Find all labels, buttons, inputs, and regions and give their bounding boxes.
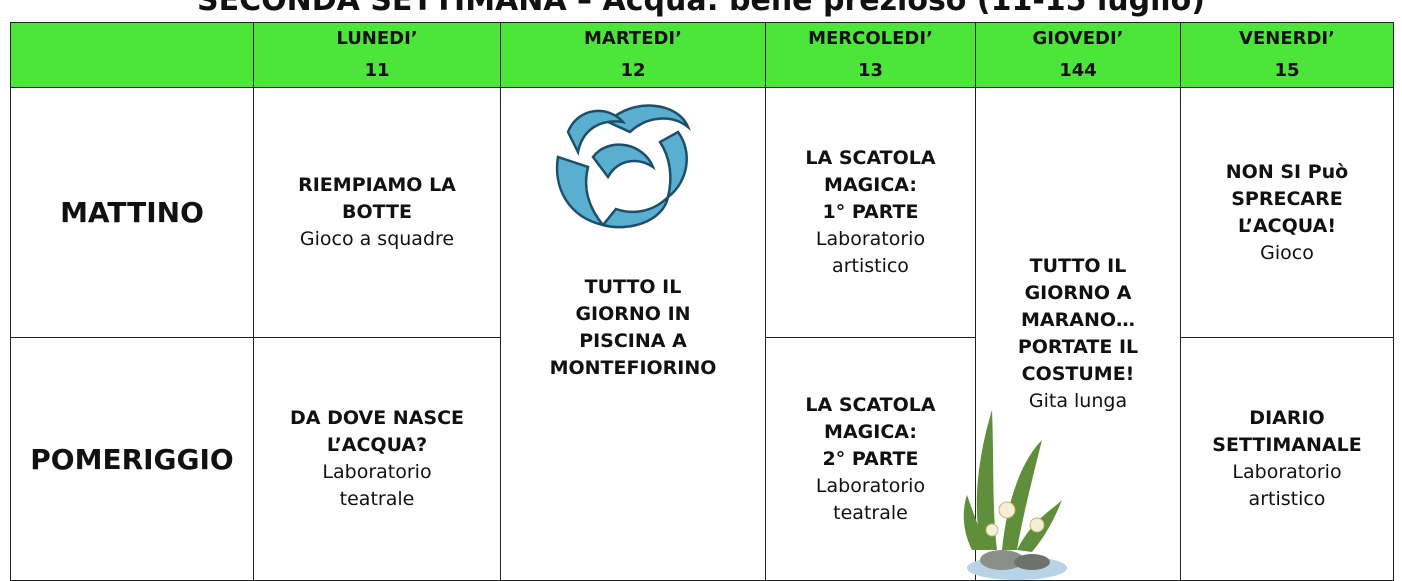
activity-title-line: PORTATE IL: [1017, 336, 1139, 358]
activity-title-line: MONTEFIORINO: [549, 357, 717, 379]
day-name: GIOVEDI’: [1032, 28, 1124, 49]
activity-note-line: artistico: [1248, 488, 1326, 510]
activity-note-line: Laboratorio: [1232, 461, 1342, 483]
day-name: MERCOLEDI’: [808, 28, 933, 49]
day-date: 12: [620, 60, 646, 81]
activity-title-line: L’ACQUA?: [326, 434, 428, 456]
activity-title-line: BOTTE: [342, 201, 412, 223]
activity-title-line: PISCINA A: [579, 330, 687, 352]
day-name: LUNEDI’: [336, 28, 418, 49]
day-name: VENERDI’: [1239, 28, 1335, 49]
activity-title-line: LA SCATOLA: [805, 393, 936, 416]
activity-title-line: 1° PARTE: [822, 201, 919, 223]
day-date: 11: [364, 60, 390, 81]
activity-title-line: TUTTO IL: [584, 276, 682, 298]
activity-cell: NON SI Può SPRECARE L’ACQUA! Gioco: [1180, 87, 1394, 338]
header-cell: MARTEDI’ 12: [500, 22, 766, 88]
activity-title-line: RIEMPIAMO LA: [298, 174, 456, 196]
activity-title-line: DIARIO: [1249, 407, 1325, 429]
activity-cell: DA DOVE NASCE L’ACQUA? Laboratorio teatrale: [253, 337, 501, 581]
activity-note-line: Gita lunga: [1028, 390, 1128, 412]
schedule-table: LUNEDI’ 11 MARTEDI’ 12 MERCOLEDI’ 13 GIOVEDI’ 1…: [10, 22, 1394, 581]
activity-cell: TUTTO IL GIORNO A MARANO… PORTATE IL COSTUME…: [975, 87, 1181, 581]
day-date: 15: [1274, 60, 1300, 81]
activity-note-line: artistico: [832, 255, 909, 277]
activity-title-line: TUTTO IL: [1029, 255, 1127, 277]
activity-cell: LA SCATOLA MAGICA: 2° PARTE Laboratorio teat…: [765, 337, 976, 581]
activity-title-line: GIORNO A: [1024, 282, 1132, 304]
day-name: MARTEDI’: [584, 28, 682, 49]
activity-title-line: DA DOVE NASCE: [289, 407, 464, 429]
day-date: 144: [1059, 60, 1097, 81]
activity-title-line: SETTIMANALE: [1212, 434, 1362, 456]
activity-title-line: L’ACQUA!: [1238, 214, 1336, 237]
schedule-row: POMERIGGIO DA DOVE NASCE L’ACQUA? Laborator…: [10, 337, 1394, 581]
header-cell: VENERDI’ 15: [1180, 22, 1394, 88]
activity-note-line: teatrale: [833, 501, 908, 524]
activity-note-line: Laboratorio: [815, 228, 926, 250]
schedule-row: MATTINO RIEMPIAMO LA BOTTE Gioco a squadre T…: [10, 87, 1394, 581]
page-title: SECONDA SETTIMANA – Acqua: bene prezioso…: [197, 0, 1205, 18]
activity-title-line: NON SI Può: [1225, 160, 1349, 183]
activity-title-line: COSTUME!: [1021, 363, 1135, 385]
activity-title-line: 2° PARTE: [822, 447, 919, 470]
header-cell: GIOVEDI’ 144: [975, 22, 1181, 88]
activity-note-line: Gioco a squadre: [299, 228, 455, 250]
header-cell: MERCOLEDI’ 13: [765, 22, 976, 88]
row-label: POMERIGGIO: [10, 337, 254, 581]
activity-title-line: MAGICA:: [824, 174, 917, 196]
row-label: MATTINO: [10, 87, 254, 338]
header-row: LUNEDI’ 11 MARTEDI’ 12 MERCOLEDI’ 13 GIOVEDI’ 1…: [10, 22, 1394, 88]
day-date: 13: [857, 60, 884, 81]
activity-title-line: SPRECARE: [1231, 187, 1343, 210]
activity-note-line: Gioco: [1260, 241, 1314, 264]
header-corner: [10, 22, 254, 88]
activity-note-line: teatrale: [339, 488, 415, 510]
activity-cell: RIEMPIAMO LA BOTTE Gioco a squadre: [253, 87, 501, 338]
activity-note-line: Laboratorio: [322, 461, 432, 483]
activity-title-line: LA SCATOLA: [805, 147, 936, 169]
activity-title-line: MAGICA:: [824, 420, 917, 443]
activity-note-line: Laboratorio: [815, 474, 926, 497]
header-cell: LUNEDI’ 11: [253, 22, 501, 88]
activity-title-line: GIORNO IN: [575, 303, 691, 325]
activity-title-line: MARANO…: [1021, 309, 1135, 331]
activity-cell: LA SCATOLA MAGICA: 1° PARTE Laboratorio arti…: [765, 87, 976, 338]
activity-cell: DIARIO SETTIMANALE Laboratorio artistico: [1180, 337, 1394, 581]
activity-cell: TUTTO IL GIORNO IN PISCINA A MONTEFIORINO: [500, 87, 766, 581]
